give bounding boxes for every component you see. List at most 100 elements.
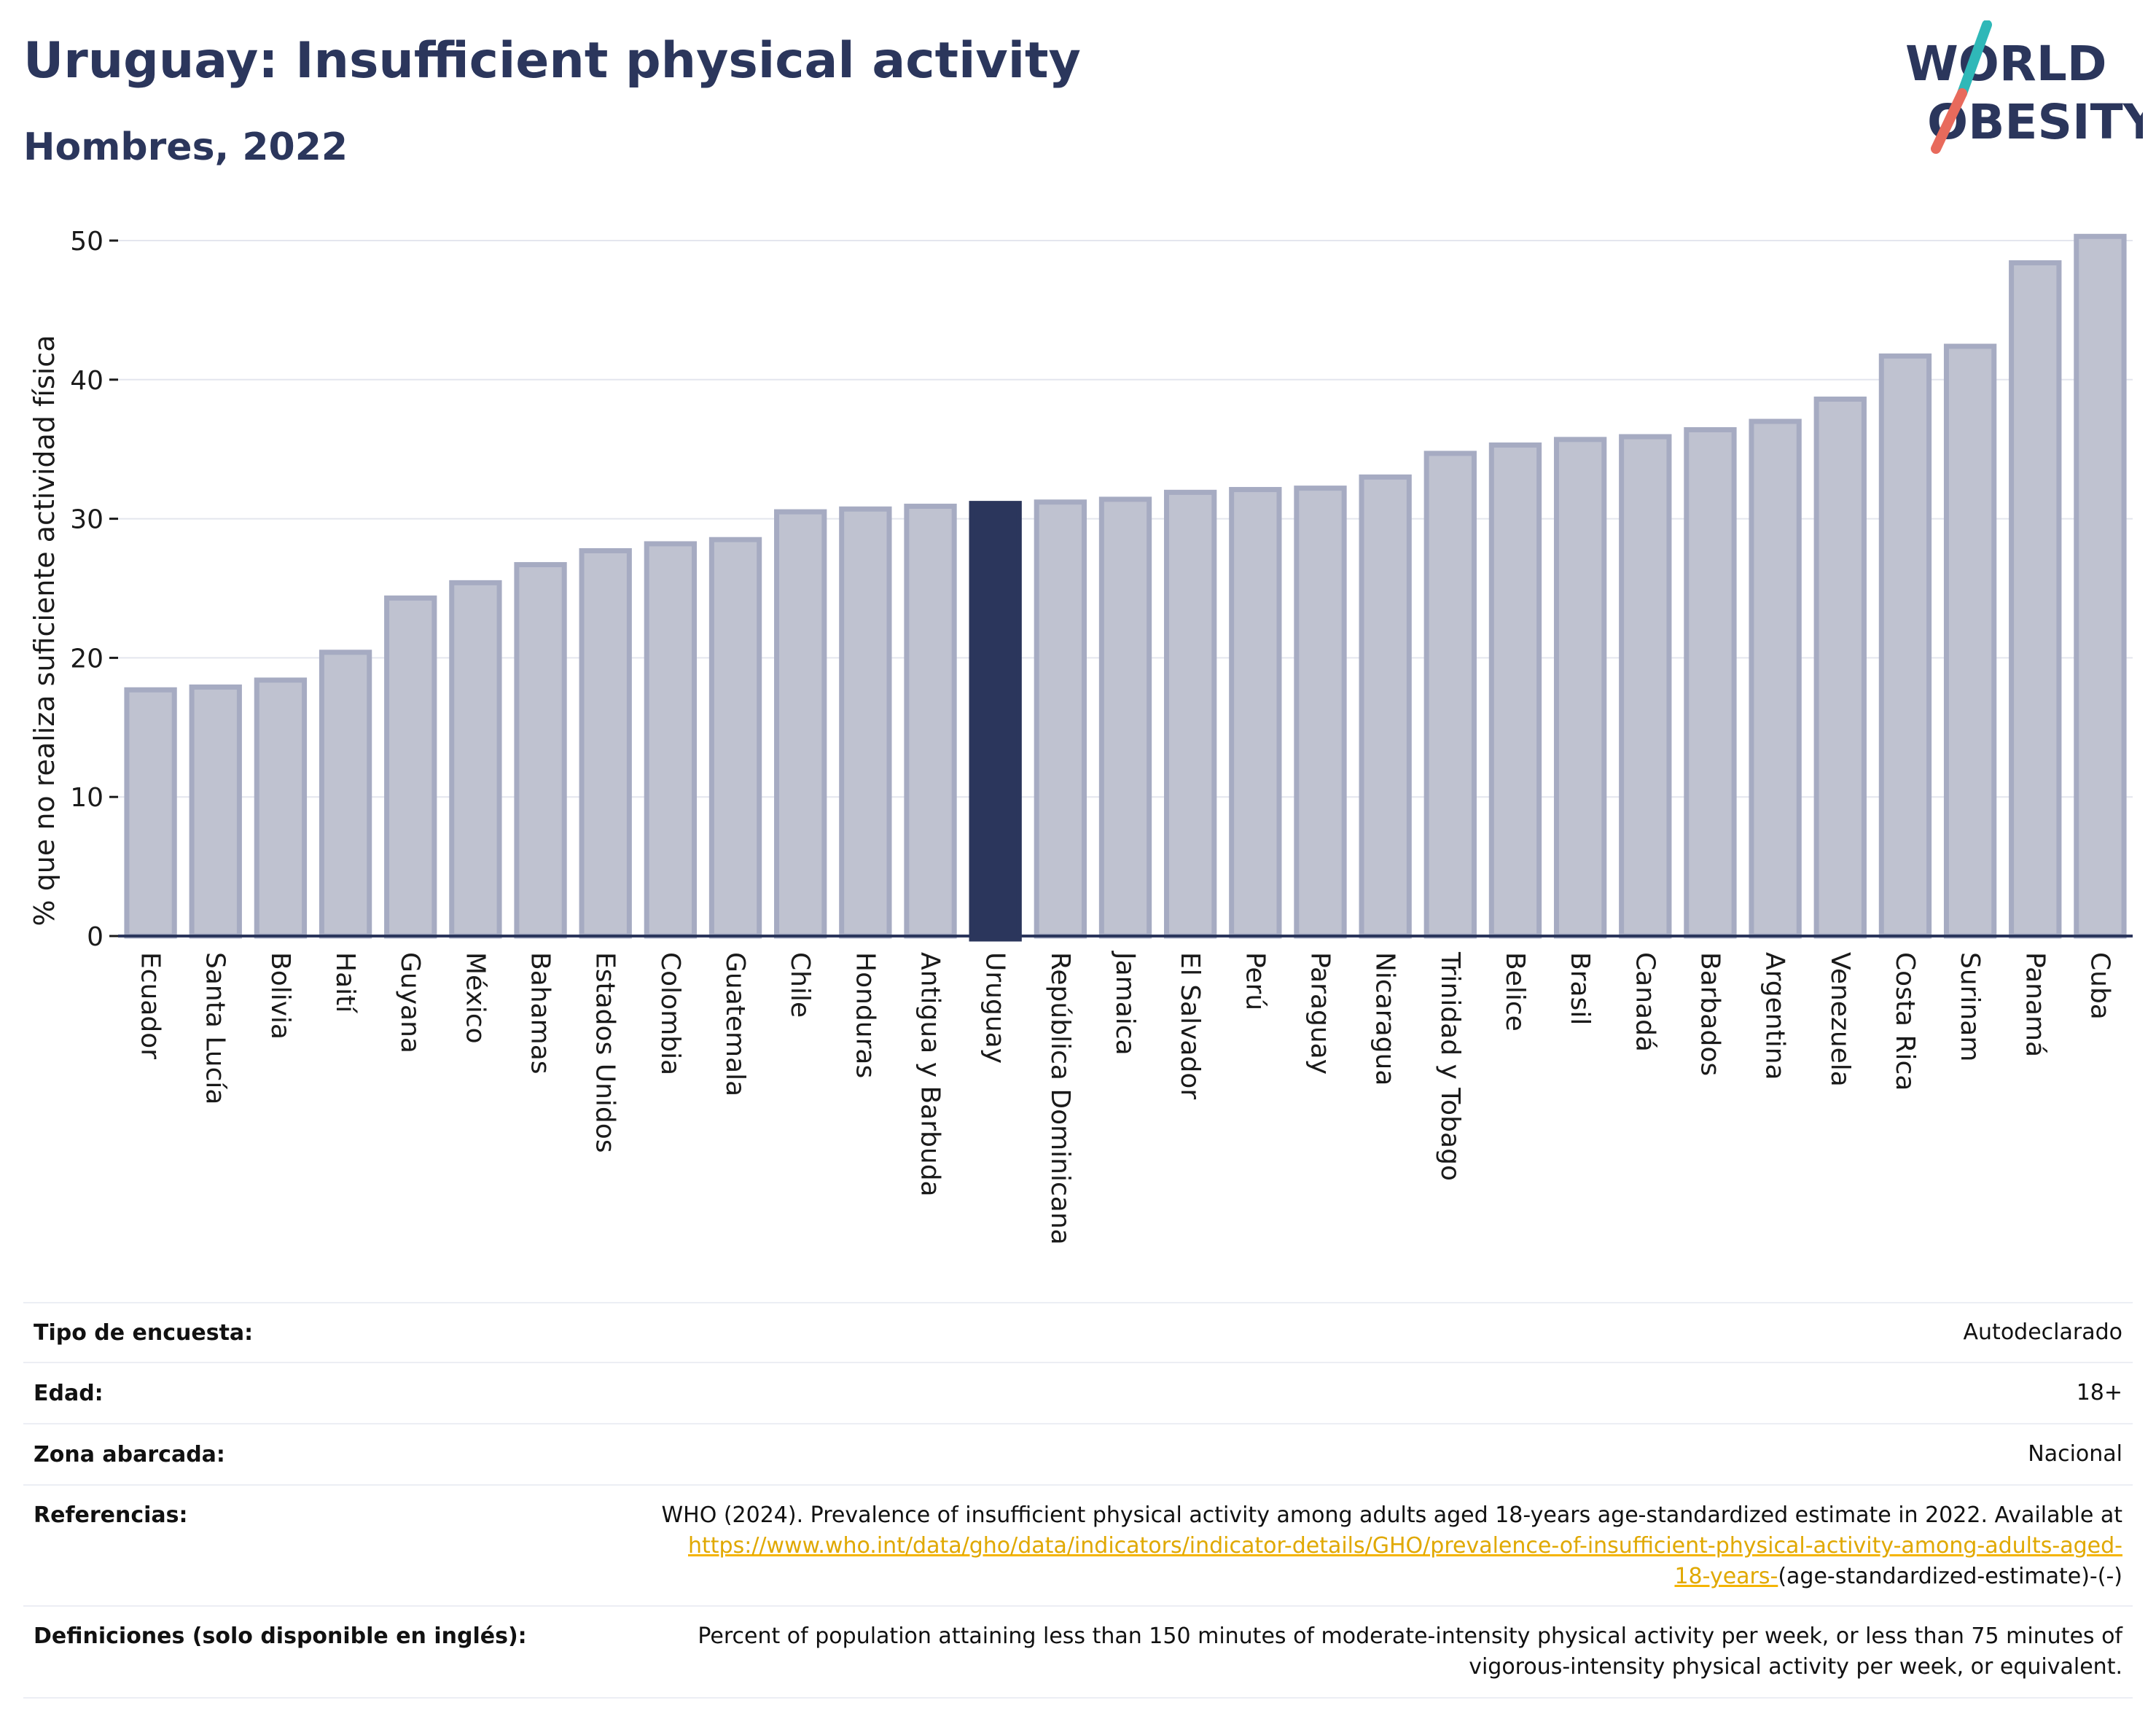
meta-value: 18+ bbox=[2076, 1380, 2122, 1405]
bar-guyana bbox=[384, 595, 437, 939]
bar-santa-lucía bbox=[189, 684, 242, 939]
bar-costa-rica bbox=[1878, 353, 1932, 939]
bar-nicaragua bbox=[1359, 474, 1412, 939]
x-tick-label: Belice bbox=[1500, 952, 1530, 1032]
y-axis-label: % que no realiza suficiente actividad fí… bbox=[28, 335, 60, 927]
y-tick-label: 40 bbox=[70, 366, 103, 396]
meta-label: Tipo de encuesta: bbox=[34, 1319, 254, 1346]
references-link[interactable]: https://www.who.int/data/gho/data/indica… bbox=[688, 1533, 2122, 1559]
metadata-table: Tipo de encuesta: Autodeclarado Edad: 18… bbox=[23, 1302, 2133, 1699]
bar-paraguay bbox=[1294, 486, 1347, 939]
x-tick-label: Bolivia bbox=[265, 952, 295, 1040]
bar-jamaica bbox=[1098, 496, 1152, 939]
logo-line1: WORLD bbox=[1905, 36, 2107, 92]
x-tick-label: Costa Rica bbox=[1890, 952, 1920, 1091]
x-tick-label: Antigua y Barbuda bbox=[915, 952, 945, 1197]
meta-label: Referencias: bbox=[34, 1502, 188, 1528]
bar-república-dominicana bbox=[1034, 499, 1087, 939]
references-link-line2: 18-years- bbox=[1674, 1564, 1778, 1589]
chart-subtitle: Hombres, 2022 bbox=[23, 125, 348, 169]
bar-el-salvador bbox=[1163, 489, 1217, 939]
logo-slash-teal bbox=[1957, 20, 1992, 98]
definitions-line1: Percent of population attaining less tha… bbox=[698, 1623, 2122, 1649]
x-axis: Ecuador Santa Lucía Bolivia Haití Guyana Méxi… bbox=[118, 935, 2133, 1245]
bar-guatemala bbox=[708, 537, 762, 939]
references-text: WHO (2024). Prevalence of insufficient p… bbox=[661, 1502, 2122, 1528]
meta-label: Zona abarcada: bbox=[34, 1441, 225, 1467]
bar-méxico bbox=[449, 580, 502, 939]
meta-row-definitions: Definiciones (solo disponible en inglés)… bbox=[23, 1607, 2133, 1699]
bar-cuba bbox=[2074, 233, 2127, 939]
x-tick-label: Chile bbox=[785, 952, 815, 1018]
bar-perú bbox=[1229, 487, 1282, 939]
bar-trinidad-y-tobago bbox=[1423, 451, 1477, 939]
y-tick-label: 10 bbox=[70, 783, 103, 813]
bars bbox=[124, 233, 2127, 942]
meta-row-survey: Tipo de encuesta: Autodeclarado bbox=[23, 1302, 2133, 1363]
y-tick-label: 20 bbox=[70, 644, 103, 674]
meta-row-area: Zona abarcada: Nacional bbox=[23, 1424, 2133, 1486]
bar-estados-unidos bbox=[579, 547, 632, 939]
bar-argentina bbox=[1749, 418, 1802, 939]
bar-colombia bbox=[644, 541, 698, 939]
bar-surinam bbox=[1943, 343, 1997, 939]
bar-barbados bbox=[1684, 426, 1737, 939]
x-tick-label: Bahamas bbox=[526, 952, 555, 1075]
meta-label: Edad: bbox=[34, 1380, 103, 1406]
bar-brasil bbox=[1553, 437, 1607, 939]
bar-venezuela bbox=[1813, 397, 1867, 939]
bar-honduras bbox=[839, 506, 892, 939]
y-tick-label: 0 bbox=[87, 922, 103, 952]
definitions-value: Percent of population attaining less tha… bbox=[698, 1621, 2133, 1683]
x-tick-label: Ecuador bbox=[136, 952, 165, 1059]
x-tick-label: Paraguay bbox=[1305, 952, 1335, 1075]
x-tick-label: El Salvador bbox=[1175, 952, 1205, 1099]
x-tick-label: Canadá bbox=[1630, 952, 1660, 1052]
bar-bahamas bbox=[514, 562, 567, 939]
bar-panamá bbox=[2009, 260, 2062, 939]
x-tick-label: Argentina bbox=[1760, 952, 1790, 1080]
y-tick-label: 30 bbox=[70, 505, 103, 535]
logo-line2: OBESITY bbox=[1927, 94, 2143, 150]
x-tick-label: Perú bbox=[1240, 952, 1270, 1010]
x-tick-label: Jamaica bbox=[1110, 951, 1140, 1056]
x-tick-label: Uruguay bbox=[980, 952, 1010, 1064]
x-tick-label: Guatemala bbox=[720, 952, 750, 1096]
chart-title: Uruguay: Insufficient physical activity bbox=[23, 32, 1081, 90]
world-obesity-logo: WORLD OBESITY bbox=[1905, 20, 2143, 154]
references-link-cont[interactable]: 18-years- bbox=[1674, 1564, 1778, 1589]
bar-uruguay bbox=[969, 501, 1022, 942]
meta-value: Autodeclarado bbox=[1963, 1319, 2122, 1345]
references-value: WHO (2024). Prevalence of insufficient p… bbox=[661, 1500, 2133, 1592]
x-tick-label: Panamá bbox=[2020, 952, 2050, 1057]
bar-chile bbox=[774, 509, 827, 939]
bar-canadá bbox=[1619, 434, 1672, 939]
references-tail: (age-standardized-estimate)-(-) bbox=[1778, 1564, 2122, 1589]
y-tick-label: 50 bbox=[70, 227, 103, 257]
x-tick-label: Haití bbox=[330, 952, 360, 1013]
meta-value: Nacional bbox=[2028, 1441, 2122, 1467]
x-tick-label: República Dominicana bbox=[1045, 952, 1075, 1245]
bar-belice bbox=[1488, 442, 1542, 939]
logo-slash-coral bbox=[1931, 88, 1967, 154]
x-tick-label: México bbox=[460, 952, 490, 1044]
x-tick-label: Barbados bbox=[1695, 952, 1725, 1076]
x-tick-label: Honduras bbox=[850, 952, 880, 1078]
references-link-line1: https://www.who.int/data/gho/data/indica… bbox=[688, 1533, 2122, 1559]
bar-bolivia bbox=[254, 677, 308, 939]
definitions-line2: vigorous-intensity physical activity per… bbox=[1469, 1654, 2122, 1680]
meta-label: Definiciones (solo disponible en inglés)… bbox=[34, 1623, 527, 1649]
bar-antigua-y-barbuda bbox=[904, 503, 957, 939]
x-tick-label: Trinidad y Tobago bbox=[1435, 951, 1465, 1181]
x-tick-label: Nicaragua bbox=[1370, 952, 1400, 1085]
x-tick-label: Surinam bbox=[1955, 952, 1985, 1061]
x-tick-label: Guyana bbox=[395, 952, 425, 1053]
meta-row-references: Referencias: WHO (2024). Prevalence of i… bbox=[23, 1486, 2133, 1607]
x-tick-label: Brasil bbox=[1565, 952, 1595, 1025]
x-tick-label: Santa Lucía bbox=[200, 952, 230, 1104]
x-tick-label: Cuba bbox=[2085, 952, 2114, 1020]
x-tick-label: Venezuela bbox=[1825, 952, 1855, 1087]
bar-haití bbox=[319, 650, 372, 939]
x-tick-label: Estados Unidos bbox=[590, 952, 620, 1153]
x-tick-label: Colombia bbox=[655, 952, 685, 1075]
